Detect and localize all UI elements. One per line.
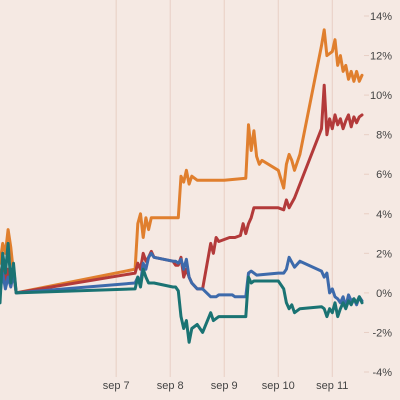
series-line-3 [0, 251, 364, 309]
y-tick-label: -2% [372, 327, 392, 339]
y-tick-label: 12% [370, 51, 392, 63]
series-line-1 [0, 28, 364, 295]
x-axis-ticks: sep 7 sep 8 sep 9 sep 10 sep 11 [103, 372, 348, 392]
x-tick-label: sep 9 [211, 380, 238, 392]
y-tick-label: -4% [372, 367, 392, 379]
y-tick-label: 0% [376, 288, 392, 300]
y-tick-label: 2% [376, 248, 392, 260]
y-tick-label: 14% [370, 11, 392, 23]
y-axis-ticks: 14% 12% 10% 8% 6% 4% 2% 0% -2% -4% [364, 11, 392, 379]
x-tick-label: sep 8 [157, 380, 184, 392]
y-tick-label: 10% [370, 90, 392, 102]
y-tick-label: 6% [376, 169, 392, 181]
x-tick-label: sep 11 [316, 380, 348, 392]
y-tick-label: 8% [376, 130, 392, 142]
y-tick-label: 4% [376, 209, 392, 221]
gridlines [115, 0, 333, 372]
x-tick-label: sep 10 [262, 380, 295, 392]
series-line-2 [0, 83, 364, 295]
series-line-4 [0, 241, 364, 344]
series-lines [0, 28, 364, 344]
x-tick-label: sep 7 [103, 380, 130, 392]
